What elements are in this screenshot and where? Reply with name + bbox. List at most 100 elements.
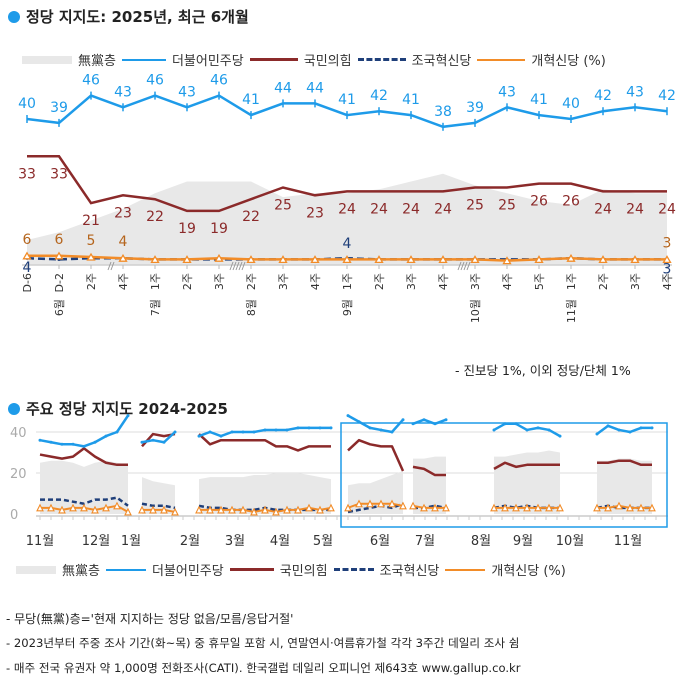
reform-marker — [261, 505, 269, 514]
rebuild-line — [347, 502, 404, 514]
reform-marker — [598, 255, 608, 264]
dp-marker — [140, 440, 144, 444]
top-legend: 無黨층 더불어민주당 국민의힘 조국혁신당 개혁신당 (%) — [22, 50, 606, 69]
reform-marker — [388, 499, 396, 508]
dp-marker — [71, 442, 75, 446]
dp-data-label: 39 — [466, 100, 484, 116]
legend-label-ppp: 국민의힘 — [279, 564, 328, 579]
dp-marker — [151, 438, 155, 442]
bullet-icon — [8, 402, 20, 415]
dp-marker — [639, 426, 643, 430]
rebuild-data-label: 4 — [23, 260, 32, 276]
dp-marker — [60, 442, 64, 446]
x-tick-label: 3주 — [629, 273, 642, 290]
dp-marker — [252, 430, 256, 434]
x-tick-label: 2주 — [181, 273, 194, 290]
reform-marker — [47, 503, 55, 512]
x-month-label: 5월 — [313, 534, 333, 549]
top-note: - 진보당 1%, 이외 정당/단체 1% — [455, 363, 631, 378]
dp-data-label: 41 — [402, 92, 420, 108]
ppp-data-label: 24 — [434, 201, 452, 217]
axis-break-mark — [235, 261, 240, 271]
dp-marker — [422, 418, 426, 422]
reform-marker — [124, 507, 132, 516]
legend-swatch-dp — [105, 568, 146, 571]
reform-marker — [626, 503, 634, 512]
axis-break-mark — [457, 261, 462, 271]
dp-marker — [628, 430, 632, 434]
dp-marker — [115, 430, 119, 434]
reform-marker — [206, 505, 214, 514]
dp-marker — [433, 422, 437, 426]
legend-label-nonpartisan: 無黨층 — [78, 54, 116, 69]
dp-data-label: 40 — [18, 96, 36, 112]
dp-marker — [595, 432, 599, 436]
reform-marker — [22, 251, 32, 260]
nonpartisan-area — [142, 477, 175, 514]
reform-marker — [91, 505, 99, 514]
dp-marker — [514, 422, 518, 426]
dp-marker — [285, 428, 289, 432]
axis-break-mark — [241, 261, 246, 271]
reform-marker — [171, 507, 179, 516]
dp-marker — [230, 430, 234, 434]
nonpartisan-area — [413, 456, 446, 514]
legend-swatch-ppp — [229, 568, 274, 571]
ppp-data-label: 26 — [562, 194, 580, 210]
reform-marker — [648, 503, 656, 512]
bottom-title-text: 주요 정당 지지도 2024-2025 — [26, 400, 228, 418]
reform-marker — [355, 499, 363, 508]
footnote-2: - 2023년부터 주중 조사 기간(화~목) 중 휴무일 포함 시, 연말연시… — [6, 636, 520, 650]
reform-marker — [294, 505, 302, 514]
dp-marker — [536, 426, 540, 430]
dp-line — [141, 431, 176, 444]
bullet-icon — [8, 10, 20, 23]
dp-data-label: 42 — [594, 88, 612, 104]
ppp-line — [198, 433, 331, 452]
dp-marker — [197, 434, 201, 438]
legend-label-dp: 더불어민주당 — [151, 564, 224, 579]
nonpartisan-area — [494, 450, 560, 514]
reform-marker — [470, 255, 480, 264]
x-tick-label: 2주 — [373, 273, 386, 290]
top-chart-title: 정당 지지도: 2025년, 최근 6개월 — [8, 6, 249, 27]
ppp-data-label: 22 — [242, 209, 260, 225]
reform-marker — [246, 255, 256, 264]
x-month-label: 11월 — [26, 534, 55, 549]
ppp-data-label: 24 — [338, 201, 356, 217]
reform-marker — [217, 505, 225, 514]
ppp-data-label: 19 — [178, 221, 196, 237]
reform-marker — [512, 503, 520, 512]
reform-marker — [228, 505, 236, 514]
ppp-line — [493, 461, 560, 470]
dp-marker — [503, 422, 507, 426]
reform-marker — [250, 507, 258, 516]
x-tick-label: 2주 — [597, 273, 610, 290]
x-month-label: 8월 — [471, 534, 491, 549]
dp-marker — [650, 426, 654, 430]
dp-data-label: 43 — [178, 84, 196, 100]
reform-marker — [283, 505, 291, 514]
legend-label-ppp: 국민의힘 — [303, 54, 352, 69]
ppp-line — [39, 447, 128, 467]
dp-data-label: 42 — [658, 88, 676, 104]
dp-marker — [401, 418, 405, 422]
dp-marker — [525, 428, 529, 432]
legend-swatch-rebuild — [333, 568, 374, 571]
x-month-label: 2월 — [180, 534, 200, 549]
x-tick-label: 4주 — [309, 273, 322, 290]
x-tick-label: 1주 — [149, 273, 162, 290]
y-tick-label: 40 — [10, 426, 27, 441]
legend-label-dp: 더불어민주당 — [171, 54, 244, 69]
reform-marker — [523, 503, 531, 512]
reform-marker — [195, 505, 203, 514]
reform-marker — [36, 503, 44, 512]
dp-line — [347, 414, 404, 434]
ppp-data-label: 33 — [50, 166, 68, 182]
reform-marker — [593, 503, 601, 512]
rebuild-line — [413, 504, 447, 510]
dp-marker — [379, 428, 383, 432]
y-tick-label: 0 — [10, 508, 18, 523]
x-month-label: 11월 — [614, 534, 643, 549]
rebuild-data-label: 4 — [343, 236, 352, 252]
